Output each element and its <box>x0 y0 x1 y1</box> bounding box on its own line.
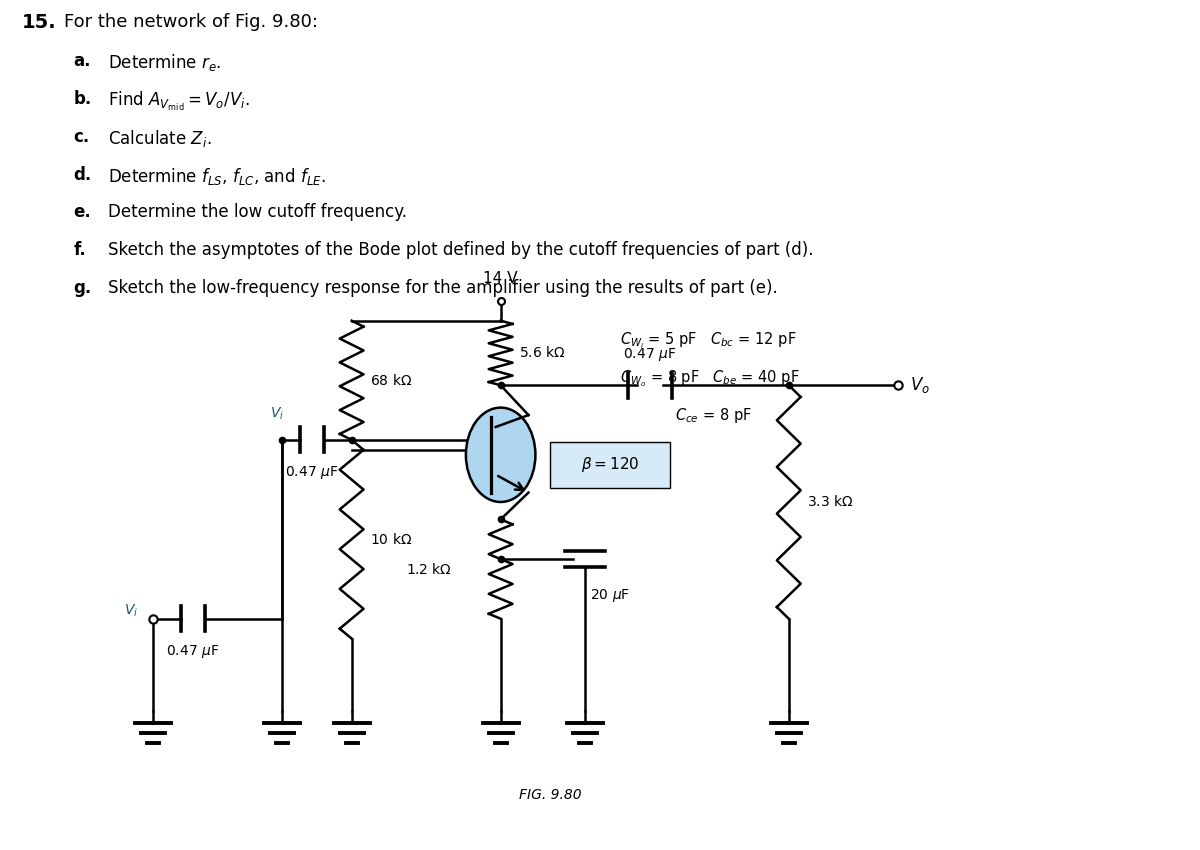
Text: 0.47 $\mu$F: 0.47 $\mu$F <box>286 464 338 481</box>
Text: $C_{ce}$ = 8 pF: $C_{ce}$ = 8 pF <box>674 406 751 425</box>
Text: f.: f. <box>73 241 86 259</box>
Text: 1.2 k$\Omega$: 1.2 k$\Omega$ <box>407 562 452 576</box>
Text: For the network of Fig. 9.80:: For the network of Fig. 9.80: <box>64 13 318 31</box>
Text: 0.47 $\mu$F: 0.47 $\mu$F <box>166 643 220 660</box>
Text: $V_i$: $V_i$ <box>270 405 284 422</box>
Text: Determine $f_{LS}$, $f_{LC}$, and $f_{LE}$.: Determine $f_{LS}$, $f_{LC}$, and $f_{LE… <box>108 166 326 187</box>
Text: Determine the low cutoff frequency.: Determine the low cutoff frequency. <box>108 203 407 222</box>
Text: 3.3 k$\Omega$: 3.3 k$\Omega$ <box>806 495 853 509</box>
Text: $\beta = 120$: $\beta = 120$ <box>581 456 640 474</box>
Text: a.: a. <box>73 53 91 71</box>
Text: 14 V: 14 V <box>484 271 518 286</box>
Text: Determine $r_e$.: Determine $r_e$. <box>108 53 222 73</box>
Text: 20 $\mu$F: 20 $\mu$F <box>590 587 630 604</box>
Ellipse shape <box>466 408 535 502</box>
Text: 0.47 $\mu$F: 0.47 $\mu$F <box>623 347 677 364</box>
Text: 15.: 15. <box>22 13 56 31</box>
Text: e.: e. <box>73 203 91 222</box>
Text: b.: b. <box>73 90 91 108</box>
Text: $C_{W_i}$ = 5 pF   $C_{bc}$ = 12 pF: $C_{W_i}$ = 5 pF $C_{bc}$ = 12 pF <box>620 331 797 351</box>
Text: $C_{W_o}$ = 8 pF   $C_{be}$ = 40 pF: $C_{W_o}$ = 8 pF $C_{be}$ = 40 pF <box>620 368 799 389</box>
Text: 68 k$\Omega$: 68 k$\Omega$ <box>370 373 412 388</box>
Text: Sketch the low-frequency response for the amplifier using the results of part (e: Sketch the low-frequency response for th… <box>108 279 778 297</box>
Text: d.: d. <box>73 166 91 184</box>
FancyBboxPatch shape <box>551 442 670 488</box>
Text: Calculate $Z_i$.: Calculate $Z_i$. <box>108 128 211 149</box>
Text: Find $A_{V_{\mathrm{mid}}} = V_o/V_i$.: Find $A_{V_{\mathrm{mid}}} = V_o/V_i$. <box>108 90 250 113</box>
Text: 10 k$\Omega$: 10 k$\Omega$ <box>370 532 412 547</box>
Text: g.: g. <box>73 279 91 297</box>
Text: FIG. 9.80: FIG. 9.80 <box>520 788 582 802</box>
Text: 5.6 k$\Omega$: 5.6 k$\Omega$ <box>518 345 565 360</box>
Text: $V_i$: $V_i$ <box>124 603 138 619</box>
Text: $V_o$: $V_o$ <box>910 375 930 395</box>
Text: Sketch the asymptotes of the Bode plot defined by the cutoff frequencies of part: Sketch the asymptotes of the Bode plot d… <box>108 241 814 259</box>
Text: c.: c. <box>73 128 90 146</box>
